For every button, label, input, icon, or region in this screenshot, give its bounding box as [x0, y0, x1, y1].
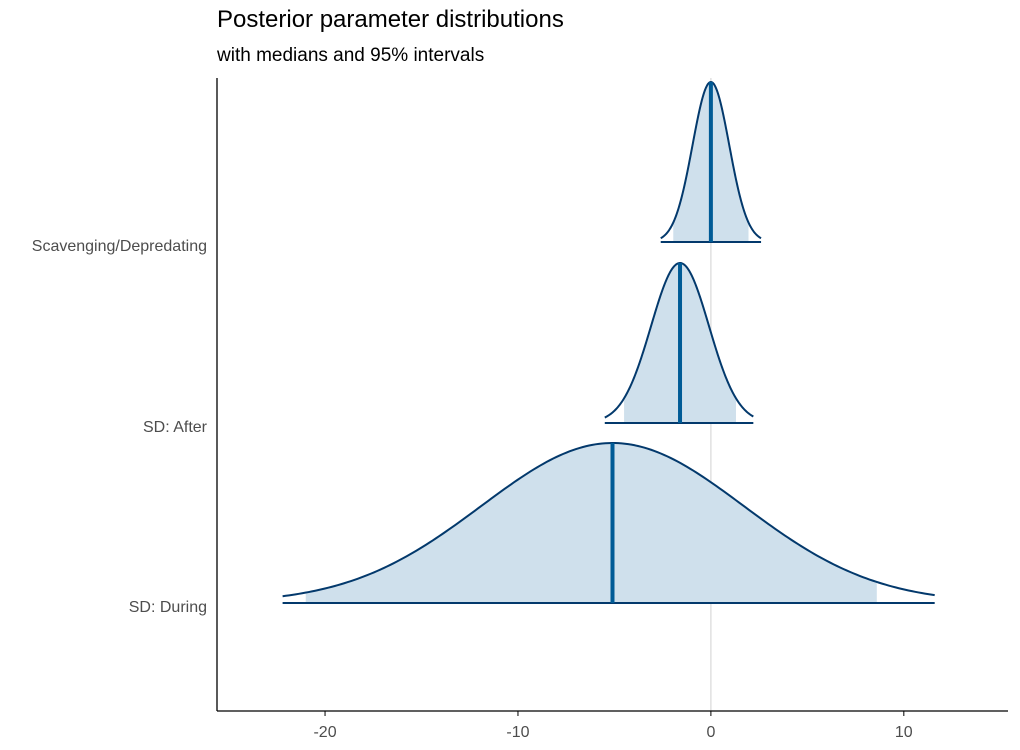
chart-title: Posterior parameter distributions — [217, 6, 564, 33]
y-tick-label: Scavenging/Depredating — [32, 238, 207, 255]
x-tick-label: -20 — [313, 724, 336, 741]
y-tick-label: SD: During — [129, 599, 207, 616]
density-series-3 — [282, 441, 935, 604]
interval-fill — [305, 443, 877, 603]
y-tick-label: SD: After — [143, 419, 208, 436]
chart-subtitle: with medians and 95% intervals — [217, 45, 485, 66]
x-tick-label: -10 — [506, 724, 529, 741]
x-tick-label: 10 — [895, 724, 913, 741]
density-series-2 — [604, 261, 754, 424]
density-outline — [282, 441, 935, 598]
x-tick-label: 0 — [706, 724, 715, 741]
density-series-1 — [660, 80, 762, 243]
